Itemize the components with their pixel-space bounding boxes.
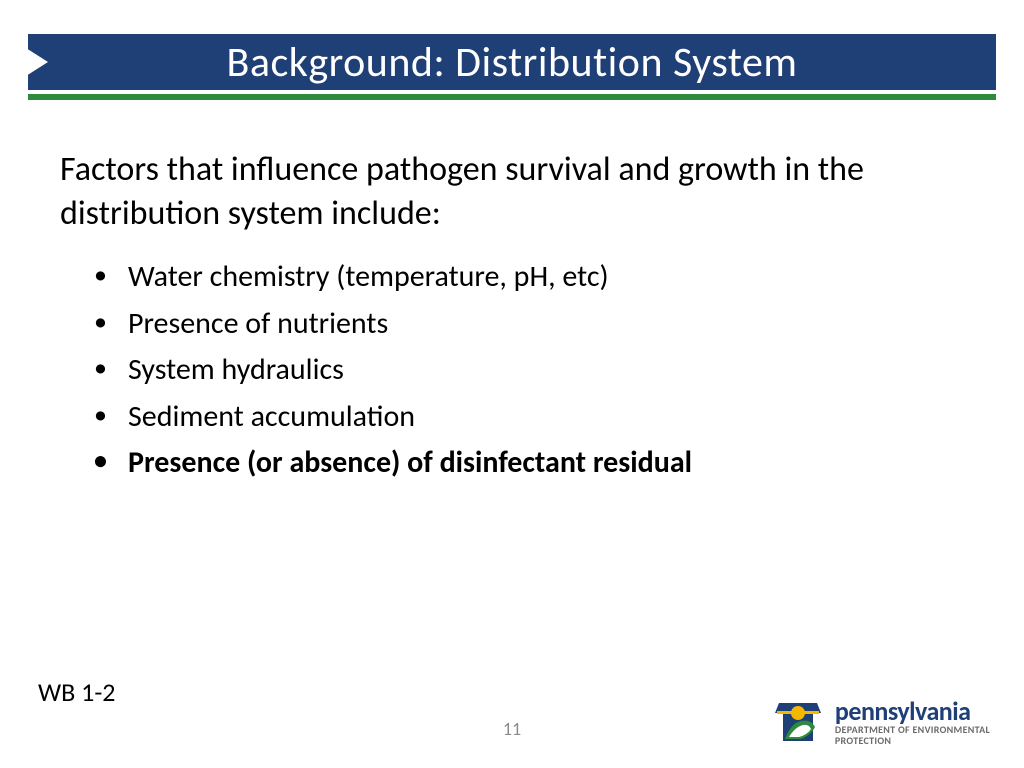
list-item: Presence of nutrients (94, 301, 964, 348)
title-bar: Background: Distribution System (28, 34, 996, 90)
list-item: Sediment accumulation (94, 394, 964, 441)
page-number: 11 (503, 718, 521, 740)
list-item: System hydraulics (94, 347, 964, 394)
logo-state-name: pennsylvania (835, 698, 990, 725)
logo-text: pennsylvania DEPARTMENT OF ENVIRONMENTAL… (835, 698, 990, 746)
agency-logo: pennsylvania DEPARTMENT OF ENVIRONMENTAL… (771, 698, 990, 746)
keystone-icon (771, 699, 825, 745)
title-underline (28, 94, 996, 100)
content-area: Factors that influence pathogen survival… (60, 148, 964, 487)
intro-text: Factors that influence pathogen survival… (60, 148, 964, 236)
list-item: Water chemistry (temperature, pH, etc) (94, 254, 964, 301)
logo-dept-line2: PROTECTION (835, 736, 990, 747)
slide-title: Background: Distribution System (227, 37, 798, 88)
list-item: Presence (or absence) of disinfectant re… (94, 440, 964, 487)
workbook-reference: WB 1-2 (38, 676, 115, 708)
bullet-list: Water chemistry (temperature, pH, etc) P… (60, 254, 964, 487)
